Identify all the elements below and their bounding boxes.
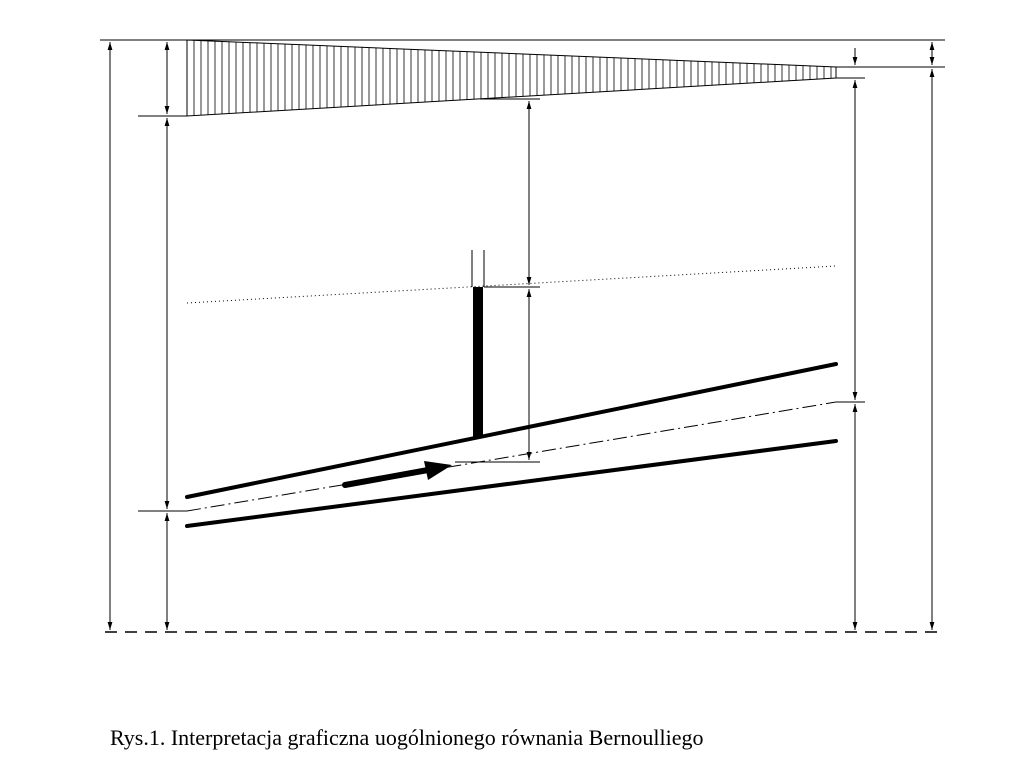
pipe xyxy=(185,250,838,528)
caption: Rys.1. Interpretacja graficzna uogólnion… xyxy=(110,725,704,750)
dimension-arrows xyxy=(107,42,935,630)
reference-lines xyxy=(100,39,945,633)
hatched-triangle xyxy=(186,39,837,117)
